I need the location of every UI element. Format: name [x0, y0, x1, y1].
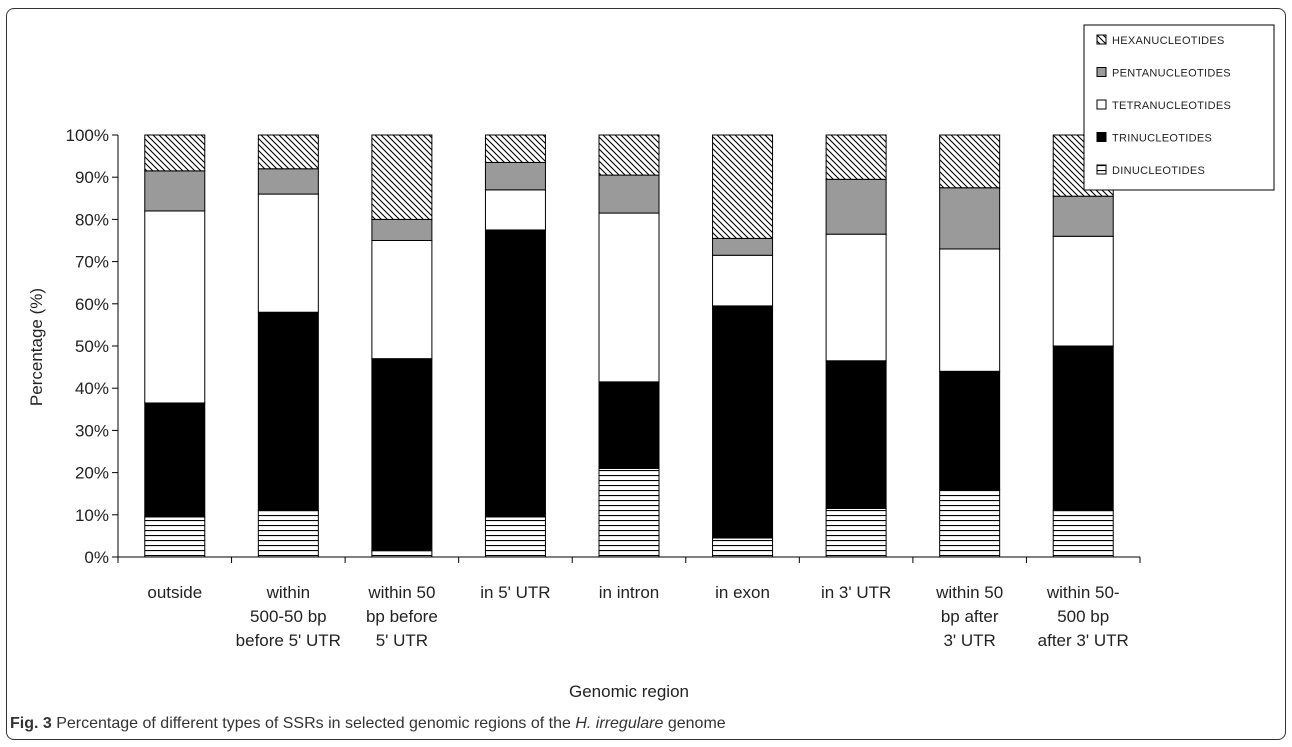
bar-segment-tetranucleotides [484, 189, 546, 231]
x-category-label: after 3' UTR [1038, 631, 1129, 650]
y-tick-label: 70% [75, 253, 109, 272]
caption-text: Percentage of different types of SSRs in… [56, 715, 571, 732]
x-category-label: in exon [715, 583, 770, 602]
y-tick-label: 60% [75, 295, 109, 314]
bar-segment-pentanucleotides [144, 170, 206, 212]
bar-segment-trinucleotides [371, 358, 433, 552]
bar-segment-trinucleotides [825, 360, 887, 509]
bar-segment-tetranucleotides [939, 248, 1001, 372]
y-tick-label: 90% [75, 168, 109, 187]
legend-swatch-dinucleotides [1096, 164, 1107, 175]
x-category-label: 500 bp [1057, 607, 1109, 626]
bar-segment-pentanucleotides [371, 218, 433, 241]
legend-box [1083, 24, 1275, 191]
bar-segment-tetranucleotides [825, 233, 887, 362]
y-tick-label: 100% [66, 126, 109, 145]
legend-swatch-trinucleotides [1096, 132, 1107, 142]
caption-label: Fig. 3 [10, 715, 52, 732]
x-category-label: in intron [599, 583, 659, 602]
bar-segment-trinucleotides [484, 229, 546, 518]
bar-segment-tetranucleotides [1052, 235, 1114, 347]
x-category-label: before 5' UTR [236, 631, 341, 650]
legend-label-trinucleotides: TRINUCLEOTIDES [1112, 133, 1212, 145]
bar-segment-dinucleotides [598, 467, 660, 558]
legend-label-tetranucleotides: TETRANUCLEOTIDES [1112, 100, 1231, 112]
bar-segment-trinucleotides [1052, 345, 1114, 512]
legend-swatch-tetranucleotides [1096, 99, 1107, 110]
bar-segment-trinucleotides [712, 305, 774, 539]
legend: HEXANUCLEOTIDES PENTANUCLEOTIDES TETRANUCL… [1083, 24, 1275, 191]
bar-segment-dinucleotides [939, 488, 1001, 558]
x-category-label: within 50 [935, 583, 1003, 602]
bar-segment-hexanucleotides [371, 134, 433, 220]
x-category-label: 3' UTR [943, 631, 995, 650]
y-tick-label: 40% [75, 379, 109, 398]
x-category-label: in 5' UTR [480, 583, 550, 602]
bar-segment-dinucleotides [144, 516, 206, 558]
y-tick-label: 0% [84, 548, 109, 567]
bar-segment-pentanucleotides [1052, 195, 1114, 237]
bar-segment-pentanucleotides [712, 237, 774, 256]
bars [144, 134, 1114, 558]
caption-species: H. irregulare [575, 715, 664, 732]
bar-segment-hexanucleotides [712, 134, 774, 239]
bar-segment-trinucleotides [257, 311, 319, 512]
bar-segment-hexanucleotides [825, 134, 887, 180]
legend-swatch-pentanucleotides [1096, 67, 1107, 77]
x-axis-title: Genomic region [569, 682, 689, 701]
y-tick-label: 20% [75, 464, 109, 483]
y-tick-label: 50% [75, 337, 109, 356]
bar-segment-dinucleotides [484, 516, 546, 558]
y-tick-label: 30% [75, 421, 109, 440]
bar-segment-pentanucleotides [598, 174, 660, 214]
x-category-label: bp before [366, 607, 438, 626]
x-category-label: within 50- [1046, 583, 1120, 602]
legend-swatch-hexanucleotides [1096, 34, 1107, 45]
bar-segment-hexanucleotides [257, 134, 319, 170]
x-category-label: bp after [941, 607, 999, 626]
legend-label-pentanucleotides: PENTANUCLEOTIDES [1112, 68, 1231, 80]
legend-label-hexanucleotides: HEXANUCLEOTIDES [1112, 35, 1225, 47]
bar-segment-tetranucleotides [144, 210, 206, 404]
x-category-label: 500-50 bp [250, 607, 327, 626]
y-axis-title: Percentage (%) [27, 288, 46, 406]
bar-segment-dinucleotides [257, 510, 319, 558]
bar-segment-tetranucleotides [598, 212, 660, 383]
axis-labels: 0% 10% 20% 30% 40% 50% 60% 70% 80% 90% 100% outside… [66, 126, 1129, 650]
bar-segment-hexanucleotides [939, 134, 1001, 189]
x-category-label: outside [147, 583, 202, 602]
bar-segment-hexanucleotides [598, 134, 660, 176]
y-tick-label: 80% [75, 210, 109, 229]
figure-caption: Fig. 3 Percentage of different types of … [10, 715, 726, 733]
bar-segment-dinucleotides [371, 550, 433, 558]
bar-segment-dinucleotides [825, 507, 887, 558]
x-category-label: in 3' UTR [821, 583, 891, 602]
x-category-label: within 50 [367, 583, 435, 602]
y-tick-label: 10% [75, 506, 109, 525]
bar-segment-tetranucleotides [257, 193, 319, 313]
bar-segment-hexanucleotides [484, 134, 546, 163]
legend-label-dinucleotides: DINUCLEOTIDES [1112, 165, 1205, 177]
bar-segment-dinucleotides [1052, 510, 1114, 558]
bar-segment-hexanucleotides [144, 134, 206, 172]
bar-segment-trinucleotides [939, 370, 1001, 490]
bar-segment-pentanucleotides [825, 178, 887, 235]
bar-segment-trinucleotides [144, 402, 206, 518]
figure-frame [6, 8, 1286, 740]
bar-segment-pentanucleotides [939, 187, 1001, 250]
bar-segment-trinucleotides [598, 381, 660, 469]
caption-text-end: genome [667, 715, 726, 732]
bar-segment-pentanucleotides [484, 161, 546, 191]
x-category-label: within [266, 583, 310, 602]
bar-segment-pentanucleotides [257, 168, 319, 195]
x-category-label: 5' UTR [376, 631, 428, 650]
bar-segment-dinucleotides [712, 537, 774, 558]
bar-segment-tetranucleotides [371, 240, 433, 360]
bar-segment-tetranucleotides [712, 254, 774, 307]
